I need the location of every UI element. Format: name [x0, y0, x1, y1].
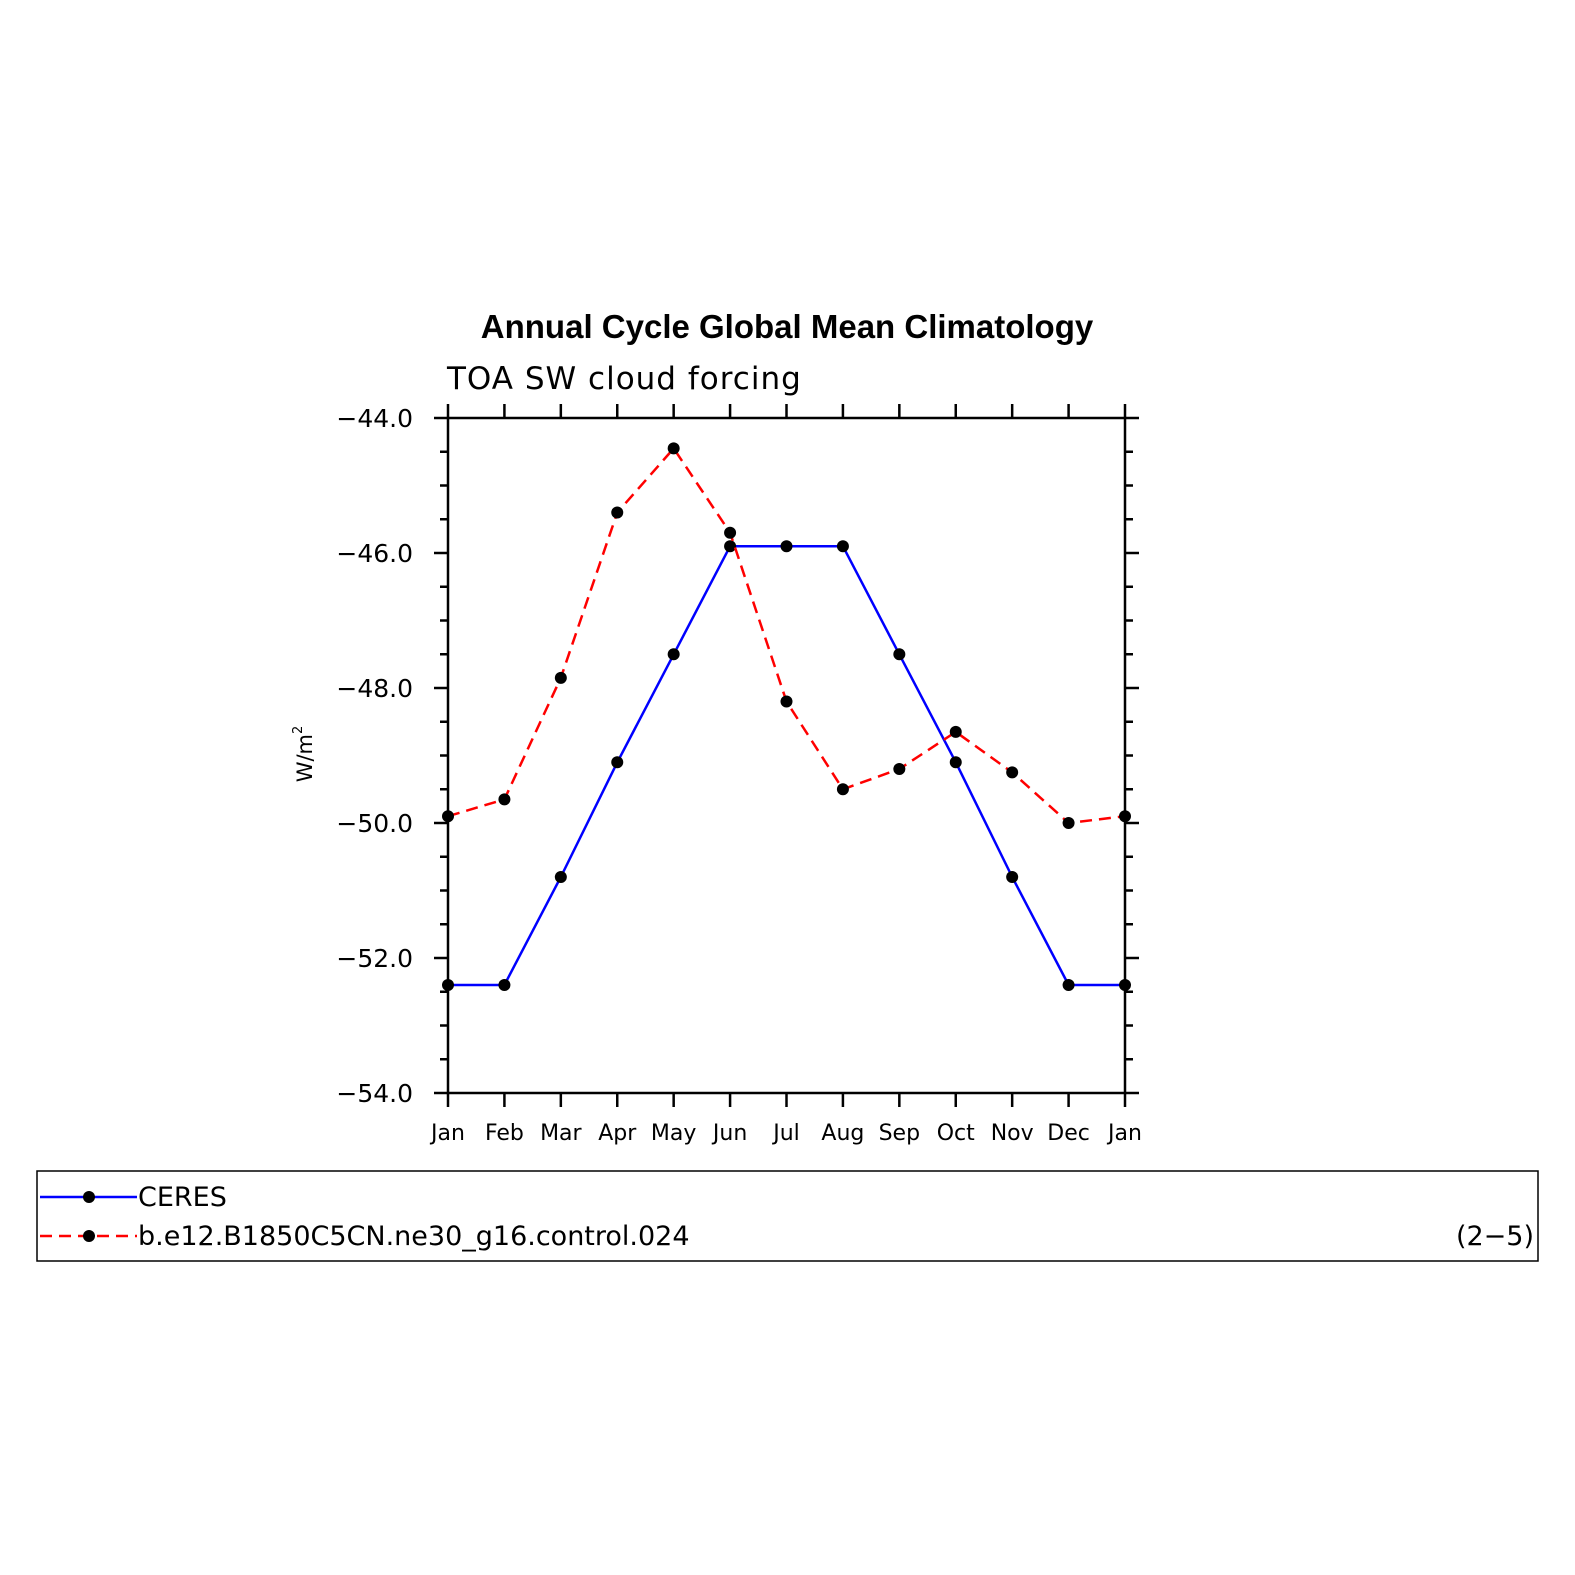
data-point [611, 506, 624, 519]
svg-text:W/m2: W/m2 [291, 726, 317, 783]
data-point [893, 648, 906, 661]
x-tick-labels: Jan Feb Mar Apr May Jun Jul Aug Sep Oct Nov Dec Jan [429, 1121, 1142, 1146]
x-tick-label: Oct [937, 1121, 975, 1146]
y-tick-label: −44.0 [336, 404, 413, 433]
y-axis-label-text: W/m [293, 734, 317, 782]
data-point [611, 756, 624, 769]
data-point [667, 442, 680, 455]
legend-label-model: b.e12.B1850C5CN.ne30_g16.control.024 [138, 1221, 690, 1252]
data-point [780, 695, 793, 708]
series-line [447, 447, 1126, 825]
y-axis-label: W/m2 [291, 726, 317, 783]
x-tick-label: Apr [598, 1121, 637, 1146]
data-point [836, 540, 849, 553]
x-tick-label: Aug [821, 1121, 864, 1146]
chart-title: Annual Cycle Global Mean Climatology [481, 308, 1094, 345]
x-tick-label: Feb [485, 1121, 524, 1146]
x-tick-label: Nov [991, 1121, 1034, 1146]
legend-box [36, 1170, 1539, 1262]
data-point [1062, 979, 1075, 991]
data-point [1062, 817, 1075, 829]
series-layer [442, 442, 1131, 991]
y-tick-label: −52.0 [336, 944, 413, 973]
legend-entry-model: b.e12.B1850C5CN.ne30_g16.control.024 [40, 1221, 690, 1252]
series-1 [442, 442, 1131, 829]
data-point [836, 783, 849, 796]
x-tick-label: Jun [711, 1121, 747, 1146]
data-point [1006, 871, 1019, 883]
panel-label: (2−5) [1456, 1221, 1534, 1252]
data-point [498, 979, 511, 991]
axis-ticks [434, 404, 1139, 1107]
legend-marker-model [83, 1230, 95, 1242]
x-tick-label: Jul [771, 1121, 800, 1146]
y-tick-label: −54.0 [336, 1079, 413, 1108]
data-point [949, 756, 962, 769]
x-tick-label: May [651, 1121, 696, 1146]
data-point [780, 540, 793, 553]
x-tick-label: Jan [1106, 1121, 1142, 1146]
chart-subtitle: TOA SW cloud forcing [446, 361, 802, 397]
data-point [554, 671, 567, 684]
data-point [1006, 766, 1019, 779]
y-tick-label: −46.0 [336, 539, 413, 568]
y-tick-labels: −44.0 −46.0 −48.0 −50.0 −52.0 −54.0 [336, 404, 413, 1108]
data-point [724, 540, 737, 553]
data-point [949, 725, 962, 738]
data-point [498, 793, 511, 806]
legend-entry-ceres: CERES [40, 1182, 227, 1213]
data-point [1119, 979, 1131, 991]
legend-marker-ceres [83, 1191, 95, 1203]
data-point [724, 526, 737, 539]
data-point [554, 871, 567, 883]
series-0 [442, 540, 1131, 991]
data-point [442, 810, 454, 823]
y-tick-label: −50.0 [336, 809, 413, 838]
data-point [1119, 810, 1131, 823]
data-point [667, 648, 680, 661]
data-point [442, 979, 454, 991]
y-tick-label: −48.0 [336, 674, 413, 703]
x-tick-label: Mar [540, 1121, 582, 1146]
x-tick-label: Sep [879, 1121, 920, 1146]
x-tick-label: Dec [1047, 1121, 1090, 1146]
series-line [448, 544, 1125, 987]
legend: CERES b.e12.B1850C5CN.ne30_g16.control.0… [36, 1170, 1539, 1262]
data-point [893, 763, 906, 775]
x-tick-label: Jan [429, 1121, 465, 1146]
y-axis-label-superscript: 2 [291, 726, 306, 734]
plot-frame [446, 416, 1127, 1095]
legend-label-ceres: CERES [138, 1182, 227, 1213]
